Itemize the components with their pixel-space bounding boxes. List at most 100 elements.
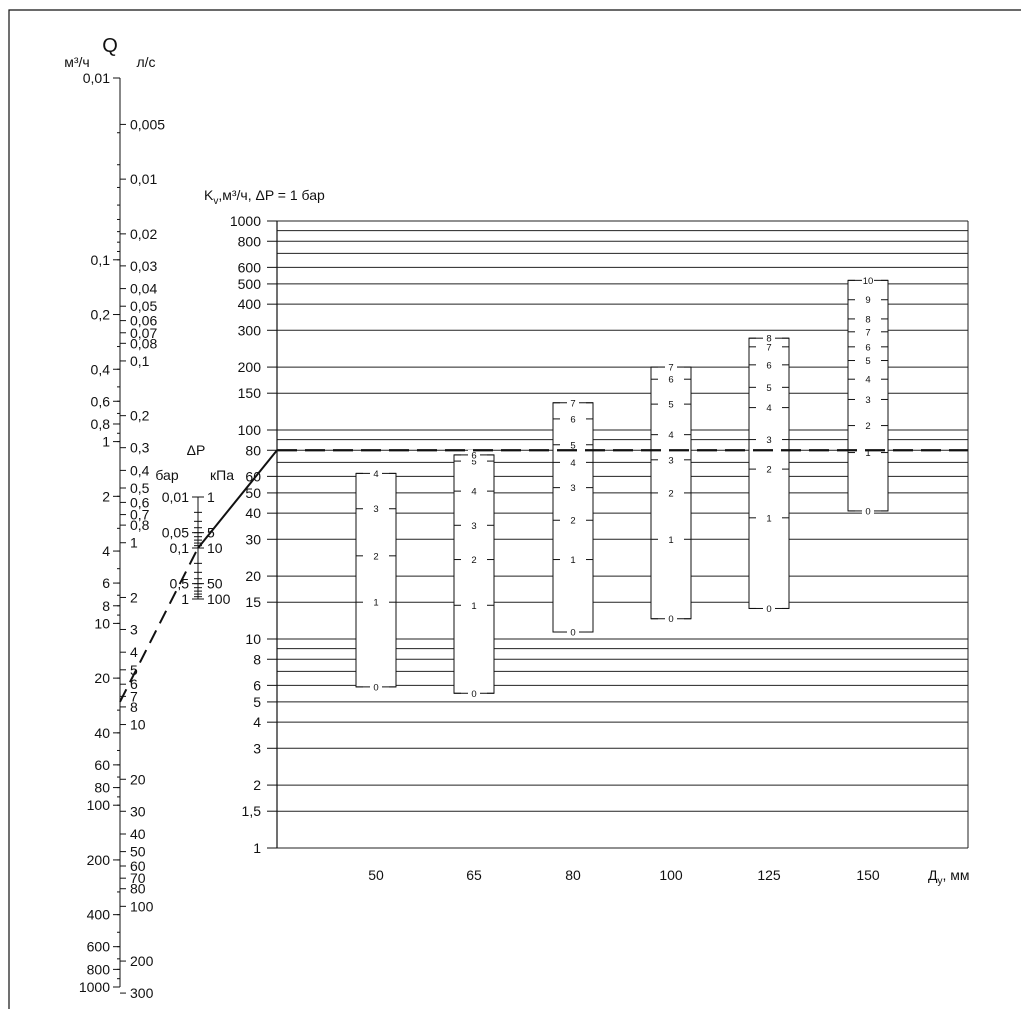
q-m3h-label: 80 — [94, 780, 110, 796]
q-lps-label: 0,06 — [130, 313, 157, 329]
q-lps-label: 10 — [130, 717, 146, 733]
kv-tick-label: 200 — [238, 359, 262, 375]
valve-label-mask — [370, 468, 382, 479]
valve-bar-dn50: 0 1 2 3 4 — [355, 468, 397, 693]
q-lps-label: 0,01 — [130, 171, 157, 187]
valve-position-label: 0 — [766, 604, 771, 615]
q-lps-label: 3 — [130, 621, 138, 637]
valve-label-mask — [370, 503, 382, 514]
kv-tick-label: 150 — [238, 385, 262, 401]
dp-bar-label: 0,1 — [170, 540, 190, 556]
valve-position-label: 4 — [570, 458, 575, 469]
q-right-unit: л/с — [136, 54, 155, 70]
valve-position-label: 3 — [570, 483, 575, 494]
valve-position-label: 8 — [865, 314, 870, 325]
q-lps-label: 1 — [130, 535, 138, 551]
valve-label-mask — [665, 613, 677, 624]
valve-position-label: 1 — [471, 601, 476, 612]
valve-position-label: 5 — [471, 457, 476, 468]
valve-label-mask — [567, 627, 579, 638]
valve-position-label: 1 — [373, 598, 378, 609]
valve-label-mask — [567, 515, 579, 526]
valve-position-label: 3 — [471, 521, 476, 532]
q-left-unit: м³/ч — [64, 54, 89, 70]
valve-position-label: 1 — [570, 555, 575, 566]
kv-tick-label: 600 — [238, 259, 262, 275]
valve-position-label: 0 — [373, 682, 378, 693]
q-m3h-label: 400 — [87, 907, 111, 923]
valve-position-label: 6 — [766, 360, 771, 371]
valve-position-label: 5 — [766, 383, 771, 394]
q-m3h-label: 800 — [87, 961, 111, 977]
valve-label-mask — [665, 374, 677, 385]
valve-label-mask — [468, 456, 480, 467]
q-lps-label: 6 — [130, 676, 138, 692]
q-lps-label: 70 — [130, 870, 146, 886]
q-lps-label: 0,08 — [130, 335, 157, 351]
q-m3h-label: 0,6 — [91, 393, 111, 409]
valve-position-label: 7 — [865, 327, 870, 338]
q-m3h-label: 0,2 — [91, 307, 111, 323]
valve-position-label: 6 — [471, 450, 476, 461]
valve-position-label: 1 — [865, 448, 870, 459]
kv-tick-label: 500 — [238, 276, 262, 292]
q-lps-label: 0,4 — [130, 462, 150, 478]
valve-bar-dn125: 0 1 2 3 4 5 6 78 — [748, 333, 790, 615]
valve-position-label: 0 — [865, 506, 870, 517]
valve-label-mask — [862, 313, 874, 324]
valve-label-mask — [763, 464, 775, 475]
example-line-q-dp — [119, 547, 199, 703]
valve-position-label: 6 — [865, 342, 870, 353]
q-m3h-label: 0,01 — [83, 70, 110, 86]
kv-tick-label: 6 — [253, 677, 261, 693]
q-lps-label: 0,2 — [130, 408, 150, 424]
valve-label-mask — [370, 681, 382, 692]
kv-tick-label: 8 — [253, 651, 261, 667]
q-lps-label: 0,6 — [130, 494, 150, 510]
dn-category-label: 125 — [757, 867, 781, 883]
q-lps-label: 0,5 — [130, 480, 150, 496]
kv-tick-label: 60 — [245, 468, 261, 484]
valve-position-label: 1 — [766, 513, 771, 524]
valve-position-label: 0 — [471, 689, 476, 700]
q-m3h-label: 40 — [94, 725, 110, 741]
valve-label-mask — [468, 520, 480, 531]
valve-label-mask — [468, 688, 480, 699]
valve-position-label: 3 — [373, 504, 378, 515]
valve-label-mask — [763, 382, 775, 393]
valve-label-mask — [567, 554, 579, 565]
dp-kpa-label: 50 — [207, 576, 223, 592]
dp-kpa-label: 1 — [207, 489, 215, 505]
valve-label-mask — [862, 447, 874, 458]
q-lps-label: 200 — [130, 953, 154, 969]
valve-label-mask — [665, 454, 677, 465]
dn-category-label: 80 — [565, 867, 581, 883]
valve-position-label: 7 — [668, 363, 673, 374]
kv-tick-label: 1000 — [230, 213, 261, 229]
valve-label-mask — [567, 482, 579, 493]
kv-tick-label: 80 — [245, 442, 261, 458]
kv-tick-label: 800 — [238, 233, 262, 249]
kv-tick-label: 50 — [245, 485, 261, 501]
valve-label-mask — [468, 600, 480, 611]
q-m3h-label: 100 — [87, 797, 111, 813]
kv-tick-label: 30 — [245, 531, 261, 547]
q-m3h-label: 6 — [102, 575, 110, 591]
valve-label-mask — [862, 355, 874, 366]
valve-label-mask — [567, 439, 579, 450]
q-m3h-label: 1 — [102, 434, 110, 450]
kv-tick-label: 1,5 — [242, 803, 262, 819]
valve-label-mask — [862, 294, 874, 305]
valve-position-label: 2 — [865, 421, 870, 432]
valve-position-label: 3 — [766, 435, 771, 446]
valve-position-label: 4 — [471, 487, 476, 498]
dn-category-label: 100 — [659, 867, 683, 883]
q-lps-label: 20 — [130, 771, 146, 787]
q-lps-label: 0,03 — [130, 258, 157, 274]
valve-label-mask — [567, 397, 579, 408]
valve-position-label: 2 — [570, 516, 575, 527]
valve-label-mask — [763, 359, 775, 370]
valve-position-label: 2 — [766, 465, 771, 476]
kv-tick-label: 20 — [245, 568, 261, 584]
